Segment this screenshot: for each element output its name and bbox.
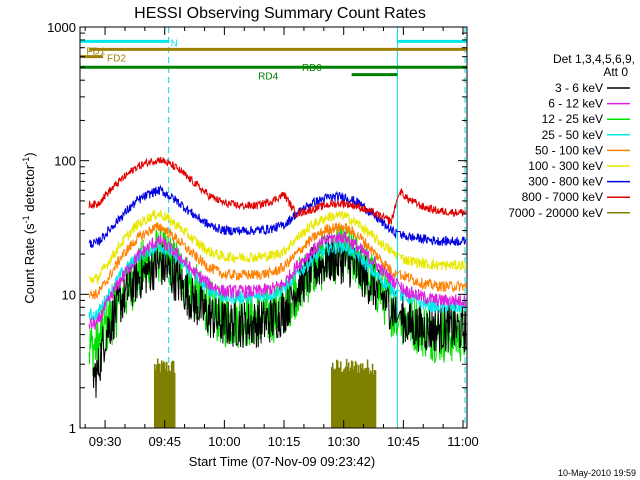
burst-7000-20000-1: [153, 358, 176, 428]
x-tick-label: 09:30: [89, 434, 122, 449]
y-axis-label-sup2: -1: [21, 157, 31, 165]
flag-label-fd2: FD2: [107, 54, 126, 65]
legend-label-3: 12 - 25 keV: [542, 112, 603, 126]
y-axis-label-main: Count Rate (s: [22, 223, 37, 304]
footer-date: 10-May-2010 19:59: [558, 468, 636, 478]
flag-label-rd0: RD0: [302, 63, 322, 74]
legend-label-8: 800 - 7000 keV: [522, 190, 603, 204]
y-tick-label: 100: [54, 154, 76, 169]
legend-header-line2: Att 0: [603, 65, 628, 79]
legend-label-2: 6 - 12 keV: [548, 97, 603, 111]
x-tick-label: 11:00: [447, 434, 479, 449]
series-line-2: [88, 230, 467, 330]
series-line-8: [88, 156, 467, 225]
axes: 09:30 09:45 10:00 10:15 10:30 10:45 11:00 1 10 10…: [47, 20, 479, 449]
legend: Det 1,3,4,5,6,9, Att 0 3 - 6 keV 6 - 12 k…: [508, 52, 635, 220]
x-tick-label: 09:45: [148, 434, 181, 449]
legend-header-line1: Det 1,3,4,5,6,9,: [553, 52, 635, 66]
y-tick-label: 1: [69, 421, 76, 436]
flag-rd0: RD0: [80, 63, 467, 74]
burst-7000-20000-2: [330, 358, 377, 428]
plot-area: [168, 27, 466, 428]
x-tick-label: 10:15: [268, 434, 301, 449]
flag-label-n: N: [171, 38, 178, 49]
series-layer: [88, 156, 467, 428]
chart-title: HESSI Observing Summary Count Rates: [134, 5, 426, 22]
flag-rd4: RD4: [258, 72, 398, 83]
legend-label-9: 7000 - 20000 keV: [508, 206, 603, 220]
plot-frame: [79, 26, 468, 429]
legend-label-5: 50 - 100 keV: [535, 143, 603, 157]
y-axis-label-sup1: -1: [21, 215, 31, 223]
x-axis-label: Start Time (07-Nov-09 09:23:42): [189, 454, 375, 469]
series-line-6: [88, 209, 466, 285]
legend-label-1: 3 - 6 keV: [555, 81, 603, 95]
y-axis-label: Count Rate (s-1 detector-1): [21, 152, 37, 303]
y-axis-label-mid: detector: [22, 164, 37, 215]
series-line-7: [88, 184, 467, 249]
legend-label-6: 100 - 300 keV: [528, 159, 603, 173]
x-tick-label: 10:00: [208, 434, 241, 449]
x-tick-label: 10:30: [327, 434, 360, 449]
legend-label-7: 300 - 800 keV: [528, 175, 603, 189]
flag-n: N: [80, 38, 467, 49]
legend-label-4: 25 - 50 keV: [542, 128, 603, 142]
x-tick-label: 10:45: [387, 434, 420, 449]
flag-label-fd1: FD1: [86, 46, 105, 57]
y-tick-label: 10: [62, 287, 76, 302]
series-line-5: [88, 221, 467, 300]
y-axis-label-end: ): [22, 152, 37, 156]
flag-label-rd4: RD4: [258, 72, 278, 83]
y-tick-label: 1000: [47, 20, 76, 35]
flag-fd1: FD1: [86, 46, 467, 57]
